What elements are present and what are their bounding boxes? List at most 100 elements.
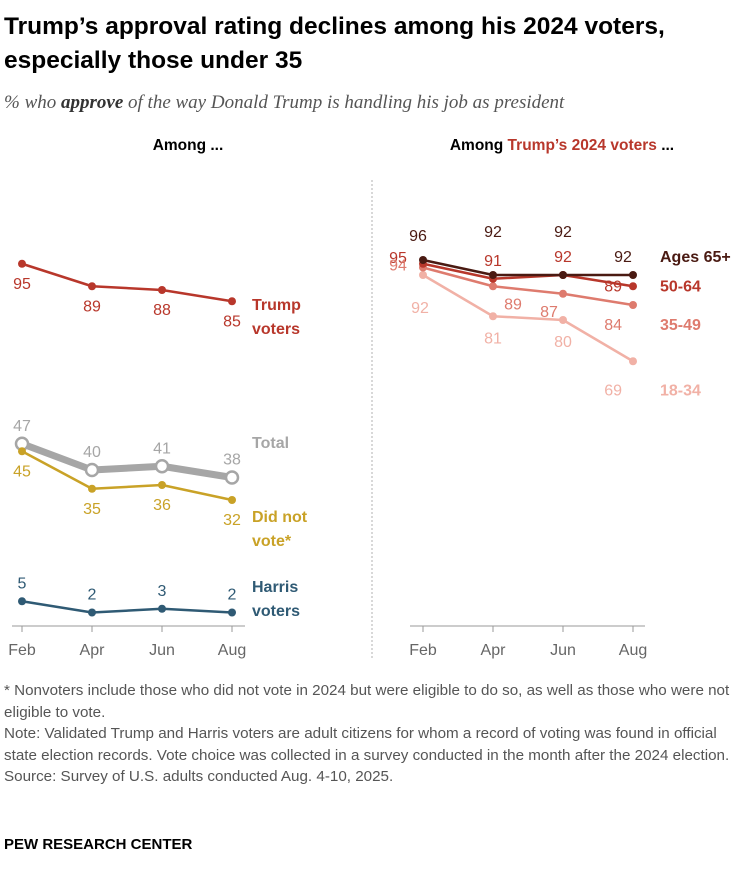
data-label-35-49: 89: [504, 296, 522, 313]
series-name-harris-voters: voters: [252, 603, 300, 620]
series-name-did-not-vote: Did not: [252, 509, 308, 526]
data-label-18-34: 80: [554, 334, 572, 351]
methodology-note: Note: Validated Trump and Harris voters …: [4, 725, 730, 764]
marker-total: [224, 470, 240, 485]
marker-harris-voters: [228, 608, 236, 617]
marker-trump-voters: [18, 259, 26, 268]
data-label-35-49: 87: [540, 304, 558, 321]
data-label-50-64: 95: [389, 250, 407, 267]
line-ages-65: [422, 258, 633, 277]
data-label-trump-voters: 88: [153, 302, 171, 319]
data-label-50-64: 92: [554, 249, 572, 266]
marker-35-49: [559, 289, 567, 298]
marker-trump-voters: [88, 282, 96, 291]
data-label-total: 40: [83, 444, 101, 461]
line-charts: Among ... Feb Apr Jun Aug 95 89 88 85 Trump voters…: [8, 137, 731, 660]
data-label-did-not-vote: 36: [153, 497, 171, 514]
marker-ages-65: [559, 271, 567, 279]
source-note: Source: Survey of U.S. adults conducted …: [4, 768, 394, 785]
data-label-harris-voters: 2: [88, 587, 97, 604]
marker-total: [84, 462, 100, 478]
right-title-highlight: Trump’s 2024 voters: [508, 137, 657, 154]
data-label-harris-voters: 3: [158, 583, 167, 600]
data-label-did-not-vote: 32: [223, 512, 241, 529]
data-label-ages-65: 92: [554, 224, 572, 241]
marker-50-64: [629, 282, 637, 291]
data-label-50-64: 89: [604, 278, 622, 295]
asterisk-note: * Nonvoters include those who did not vo…: [4, 682, 730, 721]
marker-18-34: [489, 312, 497, 321]
chart-title: Trump’s approval rating declines among h…: [4, 13, 665, 74]
marker-harris-voters: [18, 597, 26, 606]
left-x-tick-label-aug: Aug: [218, 642, 246, 659]
data-label-did-not-vote: 35: [83, 501, 101, 518]
marker-did-not-vote: [88, 484, 96, 493]
right-title-prefix: Among: [450, 137, 508, 154]
data-label-trump-voters: 95: [13, 276, 31, 293]
data-label-35-49: 94: [389, 258, 407, 275]
right-x-tick-label-aug: Aug: [619, 642, 647, 659]
right-x-tick-label-feb: Feb: [409, 642, 437, 659]
right-title-suffix: ...: [657, 137, 674, 154]
marker-trump-voters: [158, 286, 166, 294]
marker-did-not-vote: [18, 447, 26, 456]
line-did-not-vote: [21, 450, 233, 502]
marker-did-not-vote: [158, 481, 166, 489]
data-label-trump-voters: 89: [83, 298, 101, 315]
marker-did-not-vote: [228, 496, 236, 504]
right-x-tick-label-jun: Jun: [550, 642, 576, 659]
series-name-harris-voters: Harris: [252, 579, 298, 596]
data-label-ages-65: 92: [484, 224, 502, 241]
subtitle-emphasis: approve: [61, 92, 124, 113]
marker-18-34: [419, 271, 427, 279]
line-total: [20, 440, 233, 481]
marker-18-34: [559, 316, 567, 324]
data-label-18-34: 69: [604, 382, 622, 399]
line-harris-voters: [21, 600, 233, 614]
left-panel-title: Among ...: [153, 137, 224, 154]
notes-section: * Nonvoters include those who did not vo…: [4, 680, 744, 788]
left-x-tick-label-apr: Apr: [80, 642, 106, 659]
series-name-50-64: 50-64: [660, 278, 701, 295]
data-label-harris-voters: 5: [18, 575, 27, 592]
series-name-18-34: 18-34: [660, 382, 701, 399]
data-label-ages-65: 96: [409, 228, 427, 245]
line-18-34: [422, 273, 634, 363]
data-label-total: 41: [153, 440, 171, 457]
right-x-tick-label-apr: Apr: [481, 642, 507, 659]
marker-harris-voters: [88, 608, 96, 617]
data-label-total: 47: [13, 418, 31, 435]
series-name-trump-voters: Trump: [252, 297, 301, 314]
marker-trump-voters: [228, 297, 236, 306]
left-x-tick-label-jun: Jun: [149, 642, 175, 659]
series-name-total: Total: [252, 435, 289, 452]
chart-subtitle: % who approve of the way Donald Trump is…: [4, 92, 744, 114]
marker-ages-65: [419, 256, 427, 264]
marker-35-49: [629, 301, 637, 309]
marker-18-34: [629, 357, 637, 366]
data-label-50-64: 91: [484, 253, 502, 270]
data-label-18-34: 81: [484, 330, 502, 347]
marker-ages-65: [489, 271, 497, 279]
subtitle-suffix: of the way Donald Trump is handling his …: [123, 92, 565, 113]
data-label-harris-voters: 2: [228, 587, 237, 604]
data-label-35-49: 84: [604, 317, 622, 334]
data-label-total: 38: [223, 452, 241, 469]
data-label-ages-65: 92: [614, 249, 632, 266]
data-label-trump-voters: 85: [223, 313, 241, 330]
line-35-49: [422, 266, 634, 307]
data-label-did-not-vote: 45: [13, 463, 31, 480]
marker-harris-voters: [158, 604, 166, 613]
line-trump-voters: [21, 262, 233, 303]
left-x-tick-label-feb: Feb: [8, 642, 36, 659]
series-name-trump-voters: voters: [252, 321, 300, 338]
data-label-18-34: 92: [411, 300, 429, 317]
marker-total: [154, 459, 170, 474]
pew-research-center-logo: PEW RESEARCH CENTER: [4, 836, 193, 853]
subtitle-prefix: % who: [4, 92, 61, 113]
series-name-ages-65: Ages 65+: [660, 249, 731, 266]
line-50-64: [422, 262, 634, 288]
series-name-35-49: 35-49: [660, 317, 701, 334]
series-name-did-not-vote: vote*: [252, 533, 292, 550]
marker-ages-65: [629, 271, 637, 279]
